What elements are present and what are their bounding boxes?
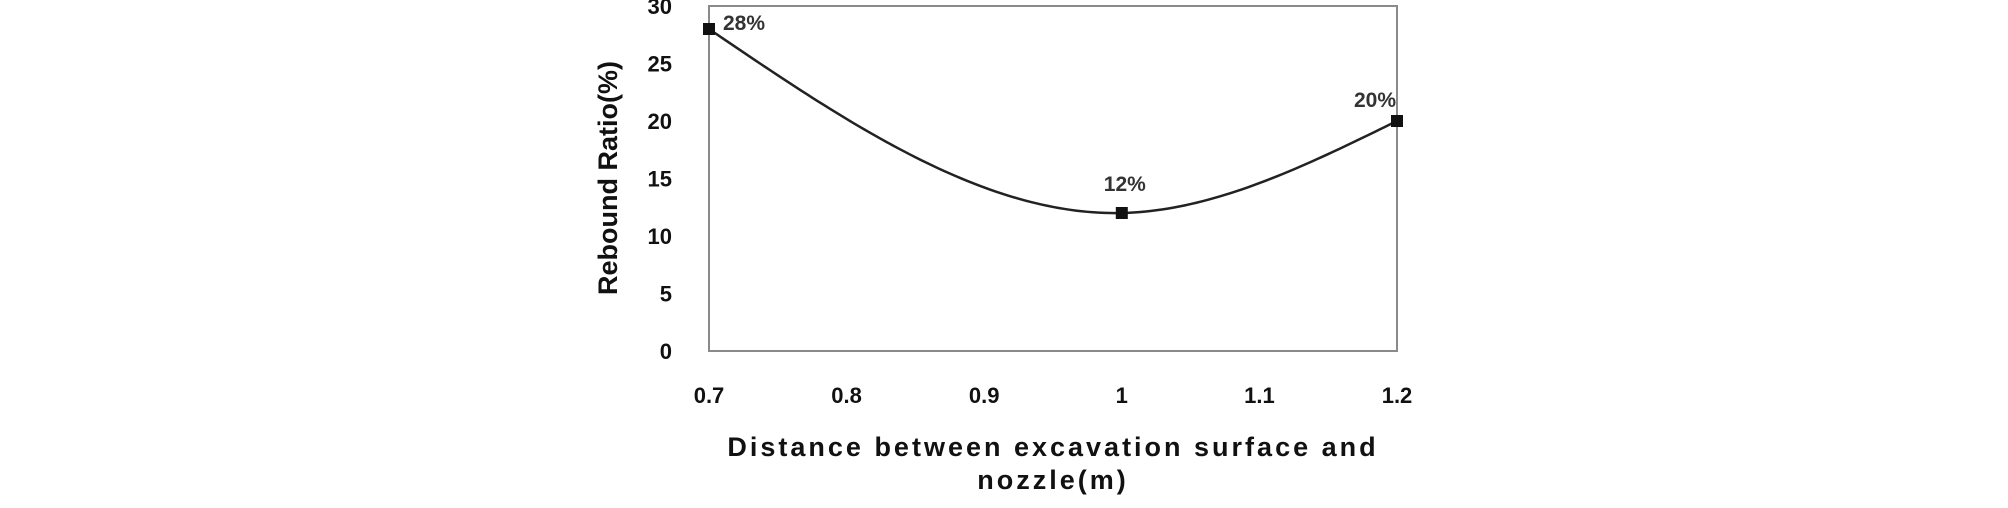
data-point-marker — [703, 23, 715, 35]
data-labels-layer: 28% 12% 20% — [723, 12, 1396, 196]
x-tick-label: 1 — [1116, 383, 1128, 408]
x-tick-label: 1.2 — [1382, 383, 1413, 408]
y-tick-label: 15 — [648, 167, 672, 192]
data-label: 20% — [1354, 89, 1396, 112]
y-tick-label: 5 — [660, 282, 672, 307]
x-axis-title-line-2: nozzle(m) — [977, 465, 1129, 495]
y-tick-label: 25 — [648, 52, 672, 77]
x-tick-label: 1.1 — [1244, 383, 1275, 408]
series-line — [708, 27, 1398, 215]
plot-area-frame — [708, 5, 1398, 352]
x-tick-label: 0.7 — [694, 383, 725, 408]
y-tick-label: 20 — [648, 109, 672, 134]
x-tick-label: 0.9 — [969, 383, 1000, 408]
x-axis-ticks: 0.7 0.8 0.9 1 1.1 1.2 — [694, 383, 1413, 408]
data-label: 28% — [723, 12, 765, 35]
series-layer — [703, 23, 1403, 219]
y-tick-label: 30 — [648, 0, 672, 19]
data-point-marker — [1391, 115, 1403, 127]
x-tick-label: 0.8 — [831, 383, 862, 408]
data-point-marker — [1115, 207, 1128, 219]
y-tick-label: 10 — [648, 224, 672, 249]
y-axis-title: Rebound Ratio(%) — [593, 61, 623, 295]
y-axis-ticks: 0 5 10 15 20 25 30 — [648, 0, 672, 364]
x-axis-title-line-1: Distance between excavation surface and — [727, 432, 1378, 462]
data-label: 12% — [1104, 173, 1146, 196]
y-tick-label: 0 — [660, 339, 672, 364]
